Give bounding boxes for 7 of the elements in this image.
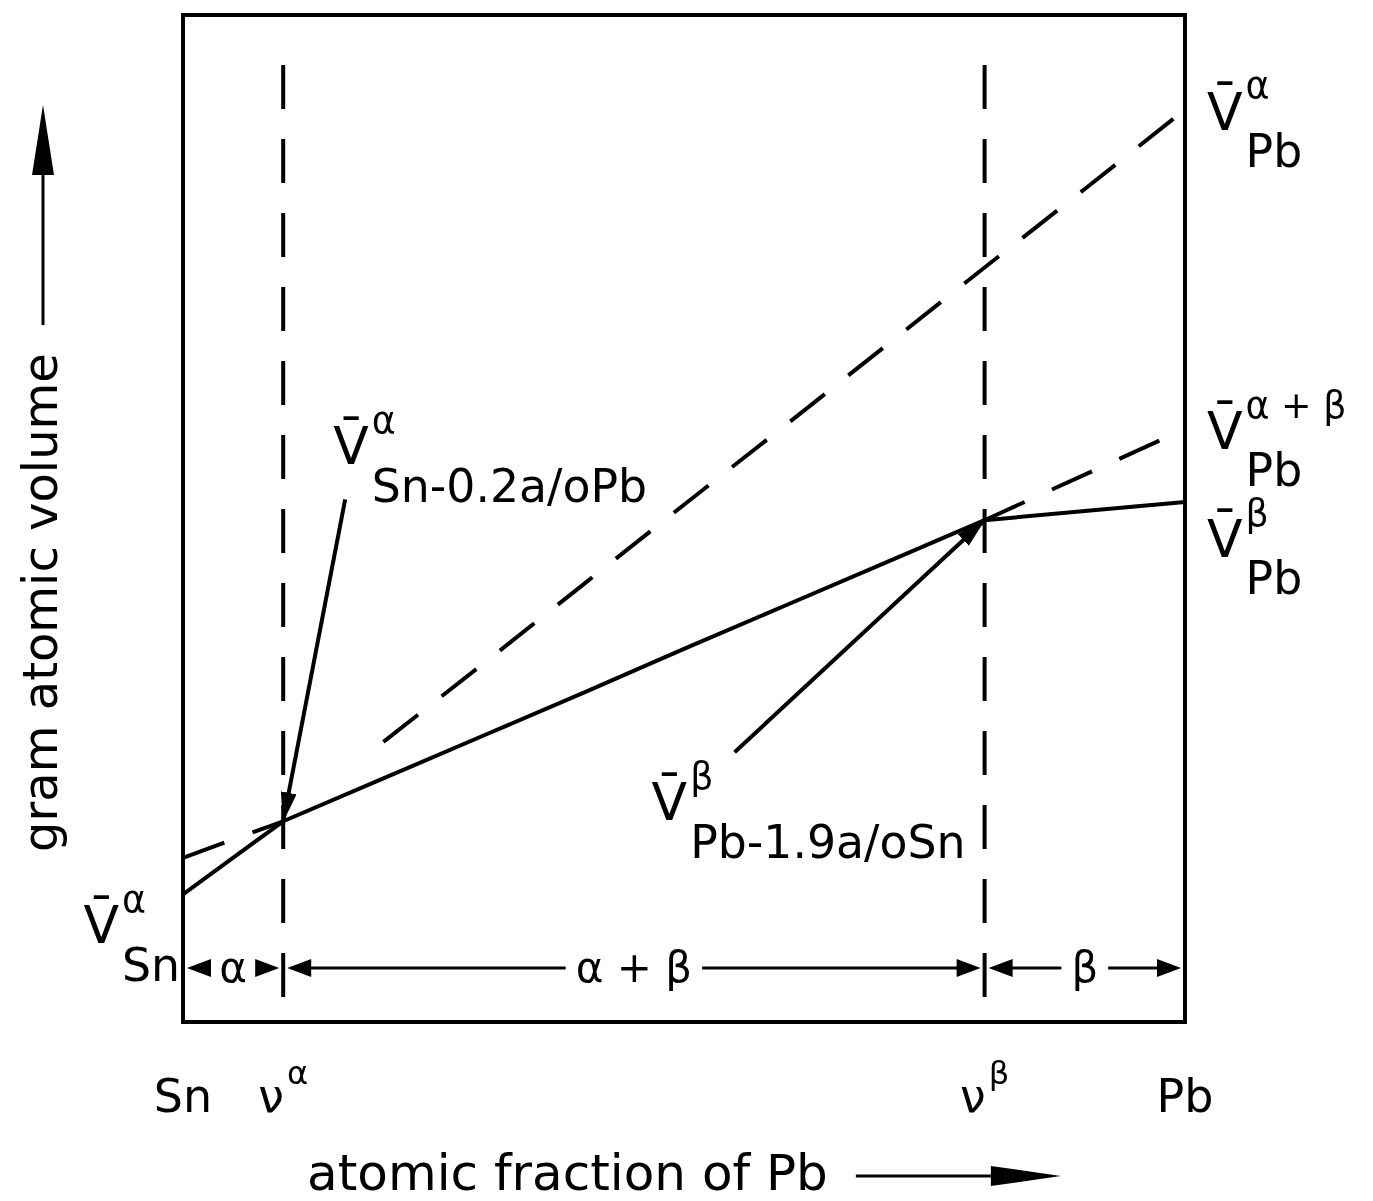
annotation: α xyxy=(219,943,247,992)
x-axis-title: atomic fraction of Pb xyxy=(307,1144,828,1201)
x-tick-label: Sn xyxy=(153,1069,213,1123)
annotation: α + β xyxy=(575,943,693,992)
x-tick-label: Pb xyxy=(1156,1069,1214,1123)
y-axis-title: gram atomic volume xyxy=(12,353,68,852)
annotation: β xyxy=(1071,943,1099,992)
